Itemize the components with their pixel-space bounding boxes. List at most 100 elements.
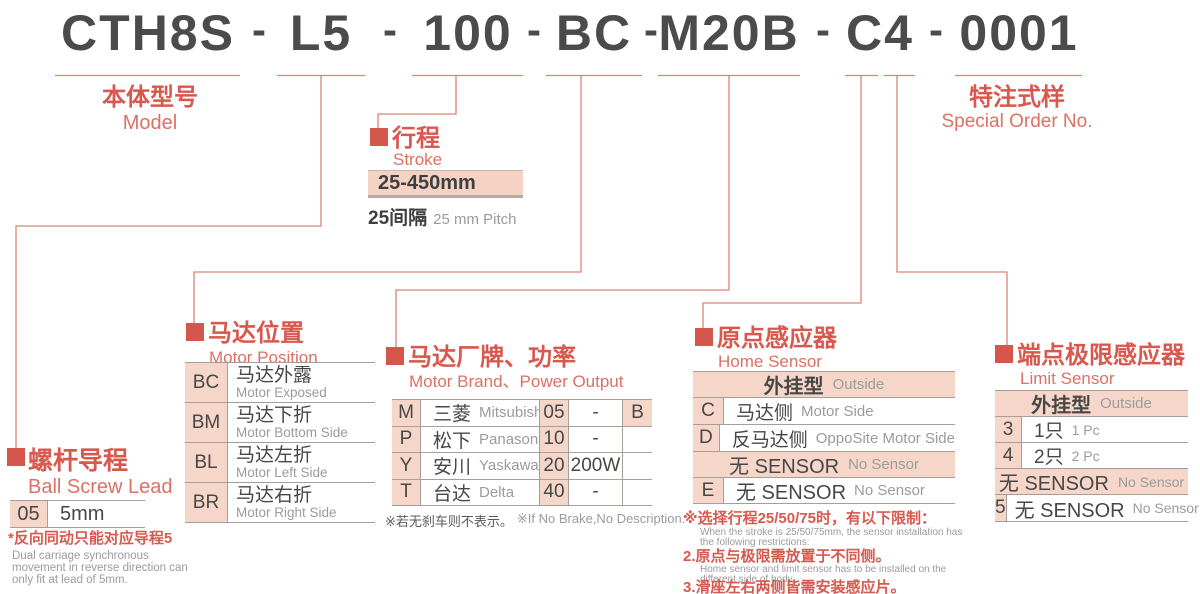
power-value: - (569, 400, 623, 426)
section-bullet-icon (995, 345, 1013, 363)
title-separator: - (816, 6, 830, 53)
model-label-zh: 本体型号 (102, 84, 198, 111)
title-segment-sensors: C4 (846, 5, 914, 61)
row-code: Y (392, 453, 421, 479)
motor-position-title-zh: 马达位置 (208, 320, 304, 347)
lead-value-cell: 5mm (60, 502, 105, 525)
title-segment-body: CTH8S (61, 5, 235, 61)
special-order-label-zh: 特注式样 (969, 84, 1065, 111)
ball-screw-title-zh: 螺杆导程 (28, 447, 129, 475)
outside-header-row: 外挂型 Outside (693, 372, 955, 398)
section-bullet-icon (695, 328, 713, 346)
section-bullet-icon (370, 128, 388, 146)
row-code: E (693, 478, 724, 503)
power-code: 10 (540, 426, 569, 452)
title-segment-special-no: 0001 (959, 5, 1079, 61)
table-row: 4 2只 2 Pc (995, 443, 1188, 469)
power-value: - (569, 426, 623, 452)
stroke-pitch: 25间隔 25 mm Pitch (368, 203, 517, 230)
home-note-item2-zh: 2.原点与极限需放置于不同侧。 (683, 548, 891, 565)
table-row: P 松下 Panasonic 10 - (392, 426, 652, 453)
table-row: BM 马达下折 Motor Bottom Side (185, 403, 375, 443)
table-row: C 马达侧 Motor Side (693, 398, 955, 425)
lead-code-cell: 05 (10, 501, 48, 527)
brake-cell (623, 453, 652, 479)
motor-brand-note: ※若无刹车则不表示。 ※If No Brake,No Description. (385, 511, 686, 529)
table-row: 3 1只 1 Pc (995, 417, 1188, 443)
title-separator: - (644, 6, 658, 53)
row-code: 4 (995, 443, 1022, 468)
stroke-title-zh: 行程 (392, 125, 440, 152)
table-row: T 台达 Delta 40 - (392, 479, 652, 506)
limit-sensor-title-zh: 端点极限感应器 (1017, 342, 1185, 369)
row-code: 5 (995, 495, 1007, 521)
title-segment-motor-brand: M20B (658, 5, 800, 61)
table-row: BC 马达外露 Motor Exposed (185, 363, 375, 403)
table-row: 05 5mm (10, 501, 145, 527)
special-order-label-en: Special Order No. (941, 111, 1093, 132)
row-code: M (392, 400, 421, 426)
limit-sensor-table: 外挂型 Outside 3 1只 1 Pc 4 2只 2 Pc 无 SENSOR… (995, 390, 1199, 522)
title-separator: - (527, 6, 541, 53)
home-note-item2-en: Home sensor and limit sensor has to be i… (700, 564, 947, 585)
home-note-item3-zh: 3.滑座左右两侧皆需安装感应片。 (683, 579, 906, 594)
motor-brand-title-en: Motor Brand、Power Output (409, 372, 624, 391)
row-code: BR (185, 483, 228, 522)
power-value: - (569, 479, 623, 505)
title-separator: - (929, 6, 943, 53)
title-segment-motor-position: BC (555, 5, 633, 61)
motor-brand-title-zh: 马达厂牌、功率 (408, 344, 576, 371)
table-row: 5 无 SENSOR No Sensor (995, 495, 1199, 522)
row-code: D (693, 425, 720, 451)
title-separator: - (252, 6, 266, 53)
home-note-restriction-en: When the stroke is 25/50/75mm, the senso… (700, 527, 963, 548)
no-sensor-header-row: 无 SENSOR No Sensor (693, 452, 955, 478)
table-row: BL 马达左折 Motor Left Side (185, 443, 375, 483)
limit-sensor-title-en: Limit Sensor (1020, 369, 1115, 388)
title-separator: - (383, 6, 397, 53)
stroke-title-en: Stroke (393, 150, 443, 169)
brake-cell: B (623, 400, 652, 426)
row-code: BL (185, 443, 228, 482)
home-sensor-title-zh: 原点感应器 (717, 325, 837, 352)
home-sensor-table: 外挂型 Outside C 马达侧 Motor Side D 反马达侧 Oppo… (693, 371, 955, 504)
table-row: D 反马达侧 OppoSite Motor Side (693, 425, 955, 452)
section-bullet-icon (186, 323, 204, 341)
table-row: BR 马达右折 Motor Right Side (185, 483, 375, 523)
motor-brand-table: M 三菱 Mitsubishi 05 - B P 松下 Panasonic 10… (392, 399, 652, 506)
section-bullet-icon (386, 347, 404, 365)
ball-screw-title-en: Ball Screw Lead (28, 476, 173, 498)
power-code: 20 (540, 453, 569, 479)
no-sensor-header-row: 无 SENSOR No Sensor (995, 469, 1188, 495)
home-sensor-title-en: Home Sensor (718, 352, 822, 371)
row-code: T (392, 479, 421, 505)
motor-position-table: BC 马达外露 Motor Exposed BM 马达下折 Motor Bott… (185, 362, 375, 523)
ball-screw-note-zh: *反向同动只能对应导程5 (8, 530, 173, 547)
stroke-range-box: 25-450mm (368, 170, 523, 198)
ball-screw-table: 05 5mm (10, 500, 145, 528)
power-value: 200W (569, 453, 623, 479)
row-code: P (392, 426, 421, 452)
home-note-restriction-zh: ※选择行程25/50/75时，有以下限制： (683, 510, 936, 527)
table-row: M 三菱 Mitsubishi 05 - B (392, 400, 652, 427)
power-code: 05 (540, 400, 569, 426)
row-code: BM (185, 403, 228, 442)
brake-cell (623, 480, 652, 506)
stroke-pitch-zh: 25间隔 (368, 208, 428, 229)
outside-header-row: 外挂型 Outside (995, 391, 1188, 417)
table-row: Y 安川 Yaskawa 20 200W (392, 453, 652, 480)
row-code: C (693, 398, 724, 424)
row-code: BC (185, 363, 228, 402)
title-segment-lead: L5 (289, 5, 353, 61)
ball-screw-note-en: Dual carriage synchronous movement in re… (12, 550, 188, 586)
table-row: E 无 SENSOR No Sensor (693, 478, 955, 504)
model-label-en: Model (122, 112, 178, 134)
stroke-pitch-en: 25 mm Pitch (433, 211, 517, 228)
section-bullet-icon (7, 448, 25, 466)
power-code: 40 (540, 479, 569, 505)
brake-cell (623, 427, 652, 453)
motor-position-title-en: Motor Position (209, 348, 318, 367)
row-code: 3 (995, 417, 1022, 442)
title-segment-stroke: 100 (423, 5, 513, 61)
